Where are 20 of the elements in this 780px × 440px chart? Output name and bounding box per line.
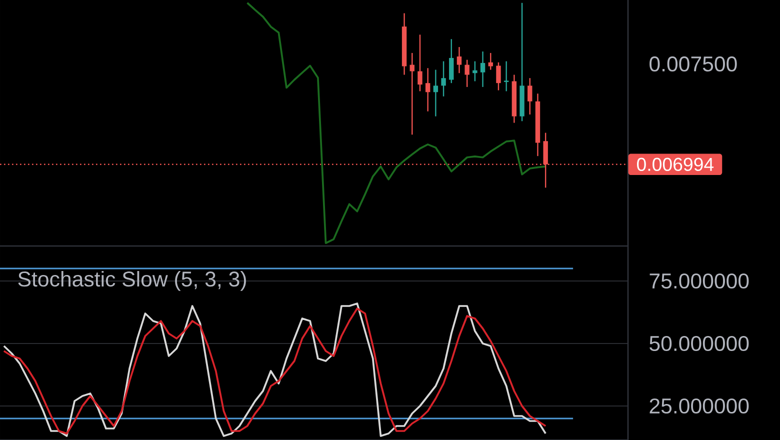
candlestick — [504, 60, 509, 92]
candlestick — [425, 68, 430, 112]
y-tick-label: 25.000000 — [650, 398, 749, 414]
candlestick — [433, 69, 438, 117]
candlestick — [410, 52, 414, 136]
candlestick — [418, 34, 422, 92]
candlestick — [472, 60, 478, 82]
text: 0.006994 — [637, 158, 714, 172]
candlestick — [441, 60, 446, 97]
candlestick — [496, 62, 501, 91]
y-tick-label: 75.000000 — [650, 273, 749, 289]
y-tick-label: 50.000000 — [650, 336, 749, 352]
candlestick — [480, 50, 486, 88]
candlestick — [464, 59, 470, 88]
candlestick — [456, 46, 462, 74]
candlestick — [528, 77, 532, 116]
text: 0.007500 — [650, 56, 737, 72]
text: Stochastic Slow (5, 3, 3) — [18, 270, 246, 291]
candlestick — [488, 52, 493, 70]
candlestick — [449, 38, 454, 84]
